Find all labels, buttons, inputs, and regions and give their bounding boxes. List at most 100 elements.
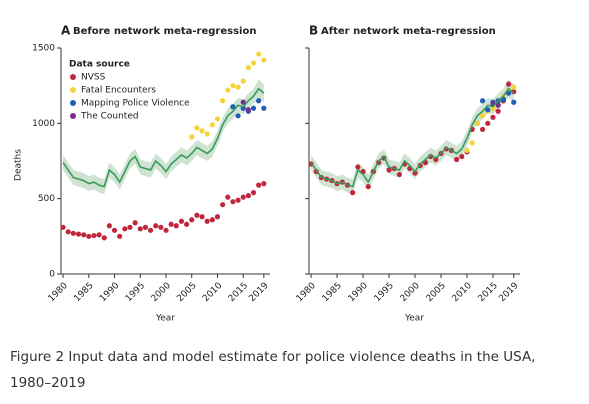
x-tick-label: 2010: [451, 281, 474, 304]
data-point: [240, 78, 246, 84]
data-point: [122, 226, 128, 232]
y-tick-label: 1500: [32, 44, 55, 54]
caption-line: 1980–2019: [10, 375, 85, 391]
data-point: [101, 235, 107, 241]
x-tick-label: 1995: [124, 281, 147, 304]
uncertainty-band: [311, 79, 514, 195]
x-tick-label: 2015: [227, 281, 250, 304]
x-tick-label: 2005: [175, 281, 198, 304]
panel-title: After network meta-regression: [321, 26, 496, 37]
data-point: [511, 99, 517, 105]
data-point: [111, 227, 118, 233]
x-tick-label: 2000: [150, 281, 173, 304]
data-point: [511, 84, 517, 90]
data-point: [235, 113, 241, 119]
data-point: [250, 105, 257, 111]
data-point: [225, 194, 231, 200]
data-point: [153, 223, 159, 229]
data-point: [173, 223, 179, 229]
data-point: [168, 221, 174, 227]
data-point: [194, 212, 200, 218]
x-axis-label: Year: [404, 314, 424, 324]
data-point: [433, 156, 439, 163]
uncertainty-band: [63, 79, 264, 195]
data-point: [70, 230, 76, 236]
data-point: [396, 171, 403, 178]
data-point: [65, 229, 71, 235]
model-line: [62, 87, 265, 188]
y-tick-label: 1000: [32, 119, 55, 129]
data-point: [199, 214, 205, 220]
data-point: [495, 102, 501, 108]
data-point: [60, 224, 66, 230]
x-axis-label: Year: [155, 314, 175, 324]
data-point: [75, 231, 82, 237]
data-point: [495, 108, 501, 114]
x-tick-label: 1980: [295, 281, 318, 304]
x-tick-label: 1995: [373, 281, 396, 304]
data-point: [386, 167, 392, 173]
data-point: [209, 217, 215, 223]
data-point: [365, 184, 371, 190]
legend-title: Data source: [69, 60, 130, 70]
data-point: [199, 128, 205, 134]
data-point: [147, 227, 154, 233]
data-point: [214, 214, 221, 220]
data-point: [464, 147, 470, 154]
y-axis-label: Deaths: [14, 149, 24, 181]
data-point: [230, 83, 236, 89]
data-point: [142, 224, 149, 230]
data-point: [261, 57, 267, 63]
data-point: [235, 197, 241, 203]
x-tick-label: 1980: [47, 281, 70, 304]
data-point: [220, 202, 226, 208]
legend-label: Mapping Police Violence: [81, 99, 190, 109]
data-point: [245, 107, 251, 113]
data-point: [184, 221, 190, 227]
legend-label: Fatal Encounters: [81, 86, 156, 96]
legend-marker: [70, 113, 76, 119]
panel-label: A: [61, 24, 71, 38]
data-point: [91, 232, 97, 239]
x-tick-label: 2005: [425, 281, 448, 304]
data-point: [132, 220, 138, 226]
data-point: [245, 193, 251, 199]
data-point: [459, 153, 465, 160]
data-point: [240, 194, 246, 200]
legend-marker: [70, 87, 76, 93]
data-point: [163, 227, 169, 233]
model-line: [310, 87, 515, 188]
data-point: [189, 217, 195, 223]
data-point: [137, 226, 143, 232]
data-point: [479, 126, 486, 132]
data-point: [355, 164, 361, 170]
data-point: [240, 99, 246, 105]
data-point: [412, 170, 418, 176]
data-point: [209, 122, 215, 128]
x-tick-label: 2000: [399, 281, 422, 304]
data-point: [479, 98, 486, 104]
x-tick-label: 2019: [247, 281, 270, 304]
legend-label: NVSS: [81, 73, 106, 83]
data-point: [158, 224, 164, 230]
data-point: [204, 131, 210, 137]
data-point: [261, 181, 267, 187]
panel-title: Before network meta-regression: [73, 26, 256, 37]
caption-line: Figure 2 Input data and model estimate f…: [10, 349, 535, 365]
data-point: [86, 233, 92, 239]
data-point: [81, 232, 87, 238]
x-tick-label: 2015: [477, 281, 500, 304]
data-point: [350, 190, 356, 196]
data-point: [256, 51, 262, 57]
x-tick-label: 1990: [347, 281, 370, 304]
data-point: [469, 140, 475, 146]
x-tick-label: 1985: [321, 281, 344, 304]
y-tick-label: 0: [49, 270, 55, 280]
data-point: [474, 120, 480, 126]
data-point: [250, 60, 257, 66]
data-point: [505, 81, 512, 87]
data-point: [204, 218, 210, 224]
data-point: [250, 190, 257, 196]
y-tick-label: 500: [38, 194, 55, 204]
